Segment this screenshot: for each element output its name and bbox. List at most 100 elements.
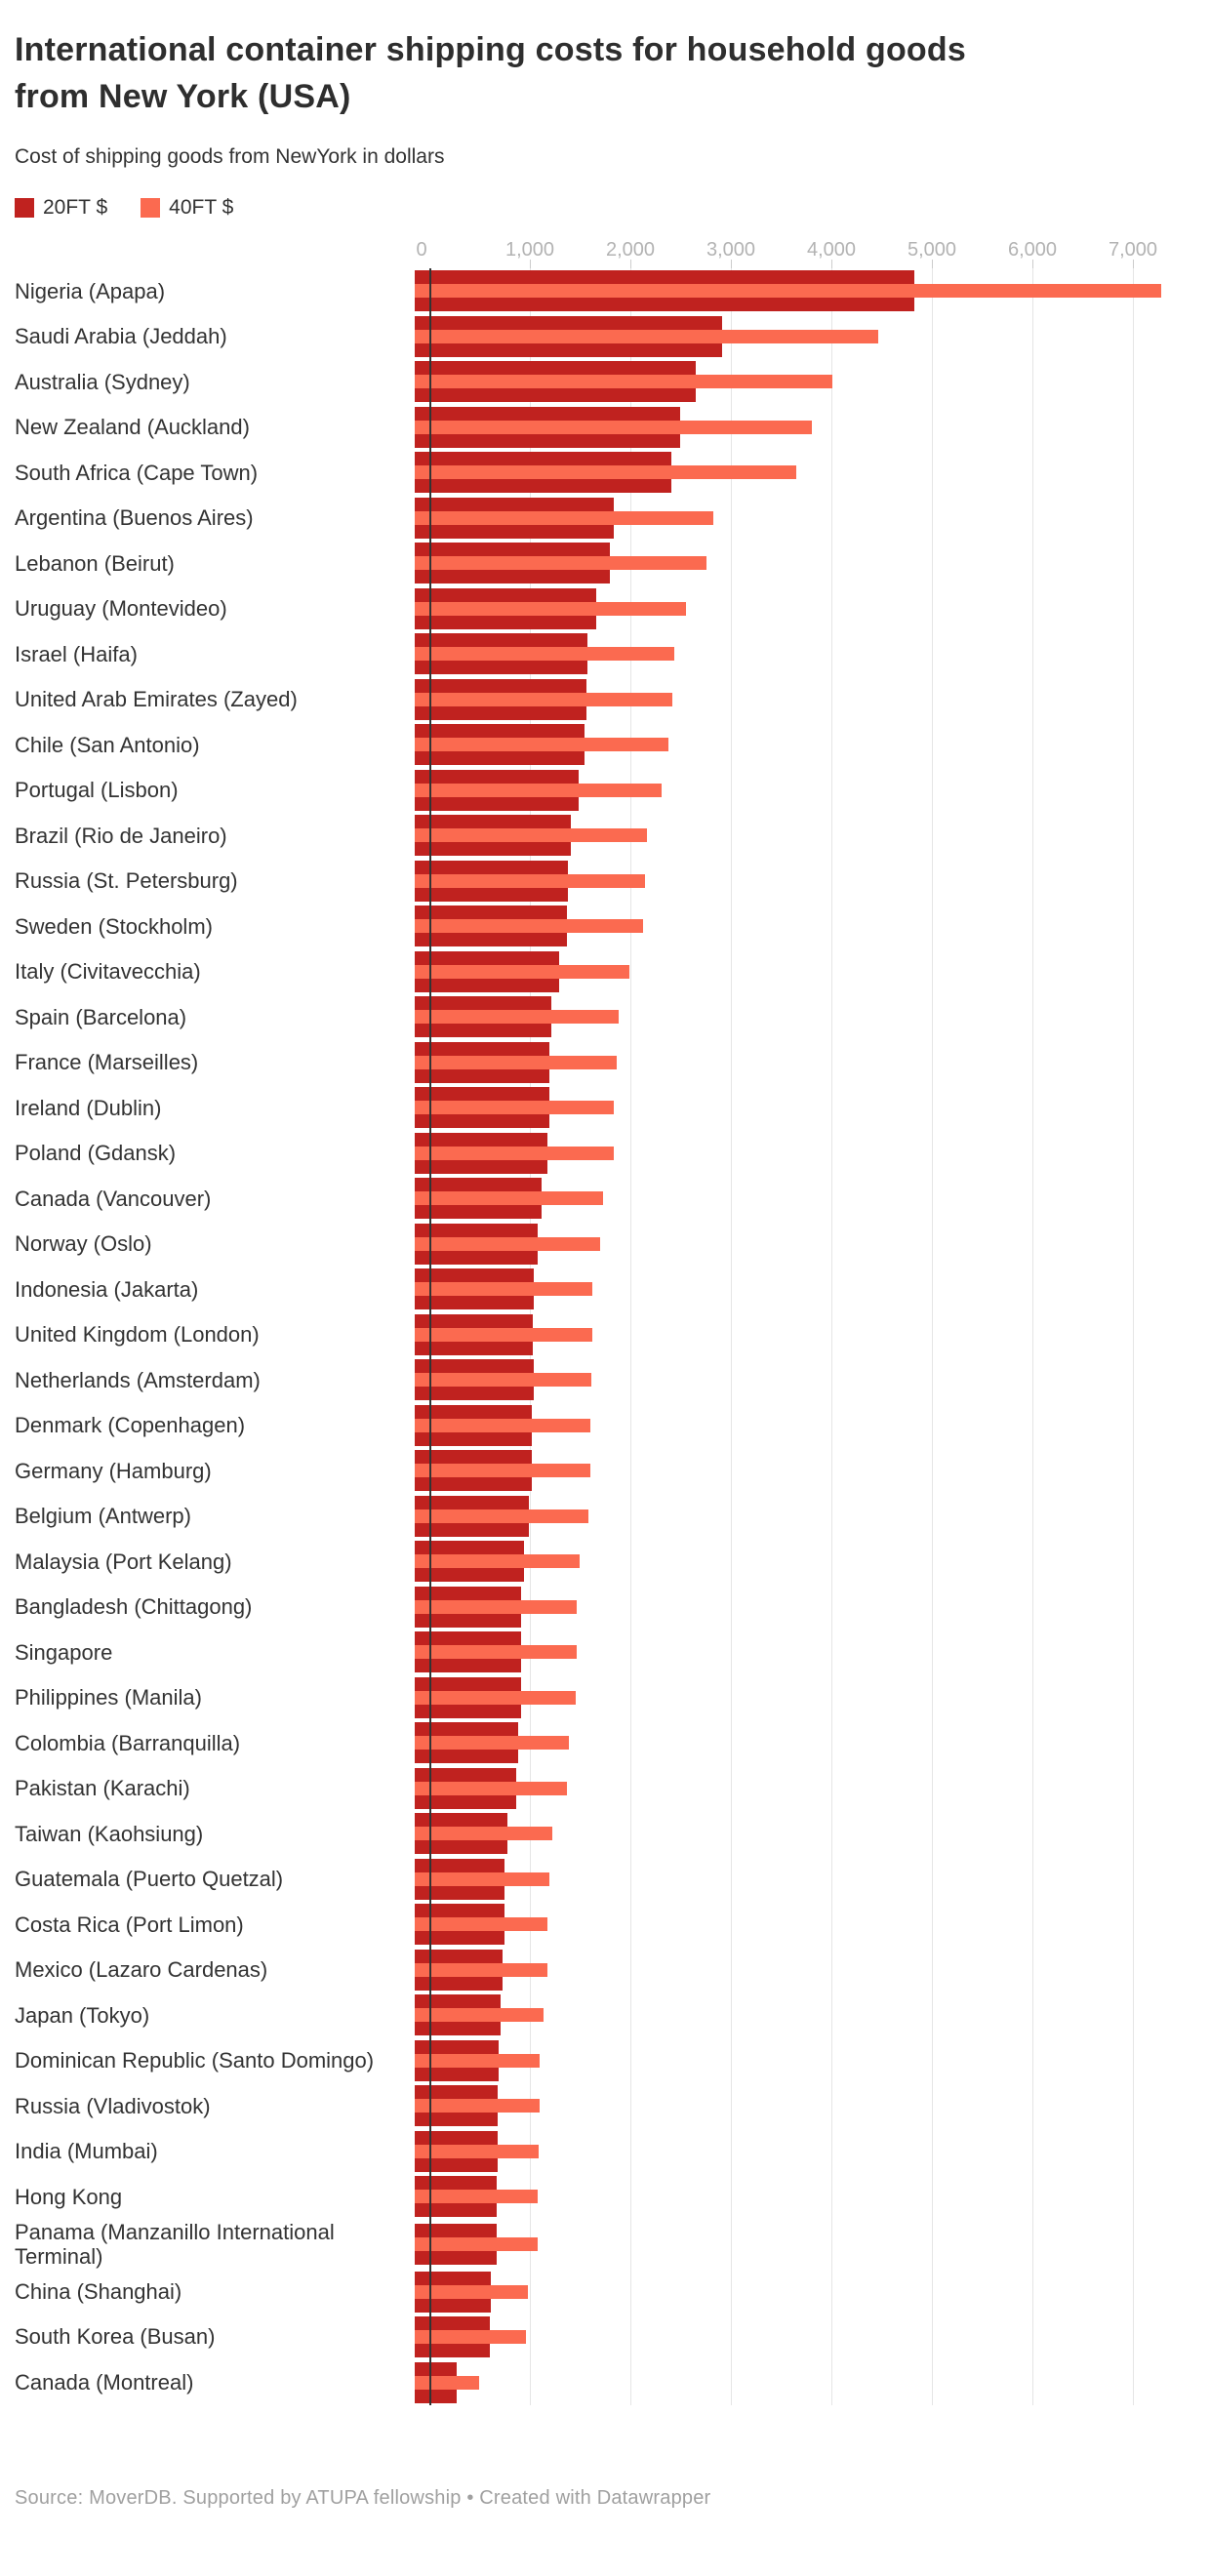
bar-20ft-repeat[interactable]: [415, 933, 567, 947]
bar-40ft[interactable]: [415, 2053, 540, 2068]
bar-40ft[interactable]: [415, 601, 687, 616]
bar-20ft[interactable]: [415, 2271, 492, 2285]
bar-40ft[interactable]: [415, 647, 675, 662]
bar-20ft-repeat[interactable]: [415, 479, 671, 494]
bar-20ft[interactable]: [415, 1813, 507, 1828]
bar-20ft-repeat[interactable]: [415, 1205, 542, 1220]
bar-40ft[interactable]: [415, 1236, 601, 1251]
bar-20ft-repeat[interactable]: [415, 298, 915, 312]
bar-20ft-repeat[interactable]: [415, 796, 579, 811]
bar-20ft-repeat[interactable]: [415, 2203, 497, 2218]
bar-20ft-repeat[interactable]: [415, 1431, 532, 1446]
bar-20ft-repeat[interactable]: [415, 2298, 492, 2313]
bar-20ft[interactable]: [415, 996, 552, 1011]
bar-20ft[interactable]: [415, 1722, 519, 1737]
bar-20ft[interactable]: [415, 1631, 522, 1646]
bar-20ft-repeat[interactable]: [415, 1341, 534, 1355]
bar-40ft[interactable]: [415, 510, 714, 525]
bar-20ft[interactable]: [415, 1178, 542, 1192]
bar-40ft[interactable]: [415, 284, 1161, 299]
bar-40ft[interactable]: [415, 2144, 540, 2158]
bar-20ft-repeat[interactable]: [415, 2250, 497, 2265]
bar-20ft-repeat[interactable]: [415, 570, 611, 584]
bar-40ft[interactable]: [415, 465, 796, 480]
bar-40ft[interactable]: [415, 1055, 617, 1069]
bar-20ft-repeat[interactable]: [415, 1568, 525, 1583]
bar-20ft-repeat[interactable]: [415, 705, 587, 720]
bar-20ft-repeat[interactable]: [415, 1114, 550, 1129]
bar-40ft[interactable]: [415, 1191, 603, 1206]
bar-20ft-repeat[interactable]: [415, 1024, 552, 1038]
bar-20ft-repeat[interactable]: [415, 342, 723, 357]
bar-20ft[interactable]: [415, 1223, 538, 1237]
bar-20ft-repeat[interactable]: [415, 2022, 502, 2036]
bar-40ft[interactable]: [415, 873, 645, 888]
bar-20ft[interactable]: [415, 860, 569, 874]
bar-40ft[interactable]: [415, 1282, 593, 1297]
bar-40ft[interactable]: [415, 1872, 550, 1886]
bar-40ft[interactable]: [415, 1101, 615, 1115]
bar-20ft-repeat[interactable]: [415, 978, 559, 992]
bar-20ft[interactable]: [415, 1767, 517, 1782]
bar-20ft-repeat[interactable]: [415, 1613, 522, 1628]
bar-20ft-repeat[interactable]: [415, 751, 585, 766]
bar-20ft-repeat[interactable]: [415, 1387, 534, 1401]
bar-40ft[interactable]: [415, 420, 812, 434]
bar-20ft[interactable]: [415, 2176, 497, 2191]
bar-20ft-repeat[interactable]: [415, 1477, 532, 1492]
bar-20ft-repeat[interactable]: [415, 842, 572, 857]
bar-40ft[interactable]: [415, 738, 669, 752]
bar-20ft[interactable]: [415, 543, 611, 557]
bar-20ft-repeat[interactable]: [415, 1931, 504, 1946]
bar-20ft-repeat[interactable]: [415, 1704, 521, 1718]
bar-40ft[interactable]: [415, 783, 662, 797]
bar-40ft[interactable]: [415, 2190, 539, 2204]
bar-20ft[interactable]: [415, 633, 588, 648]
bar-20ft-repeat[interactable]: [415, 661, 588, 675]
bar-20ft-repeat[interactable]: [415, 1659, 522, 1673]
bar-40ft[interactable]: [415, 1146, 614, 1160]
bar-20ft[interactable]: [415, 587, 596, 602]
bar-20ft[interactable]: [415, 1676, 521, 1691]
bar-40ft[interactable]: [415, 1917, 547, 1932]
bar-20ft[interactable]: [415, 1313, 534, 1328]
bar-20ft-repeat[interactable]: [415, 1159, 547, 1174]
bar-20ft-repeat[interactable]: [415, 1885, 504, 1900]
bar-20ft[interactable]: [415, 678, 587, 693]
bar-20ft-repeat[interactable]: [415, 2344, 490, 2358]
bar-40ft[interactable]: [415, 1781, 568, 1795]
bar-20ft[interactable]: [415, 2223, 497, 2237]
bar-20ft[interactable]: [415, 2085, 499, 2100]
bar-40ft[interactable]: [415, 329, 878, 343]
bar-20ft-repeat[interactable]: [415, 1068, 550, 1083]
bar-40ft[interactable]: [415, 1373, 592, 1388]
bar-20ft[interactable]: [415, 270, 915, 285]
bar-20ft-repeat[interactable]: [415, 2389, 458, 2403]
bar-40ft[interactable]: [415, 1962, 547, 1977]
bar-40ft[interactable]: [415, 556, 706, 571]
bar-20ft[interactable]: [415, 1994, 502, 2009]
bar-20ft[interactable]: [415, 1404, 532, 1419]
bar-40ft[interactable]: [415, 1418, 591, 1432]
bar-40ft[interactable]: [415, 2236, 538, 2251]
bar-20ft[interactable]: [415, 769, 579, 784]
bar-20ft[interactable]: [415, 1541, 525, 1555]
bar-20ft-repeat[interactable]: [415, 2113, 499, 2127]
bar-20ft[interactable]: [415, 497, 614, 511]
bar-40ft[interactable]: [415, 1464, 591, 1478]
bar-20ft-repeat[interactable]: [415, 388, 697, 403]
bar-20ft[interactable]: [415, 1858, 504, 1872]
bar-40ft[interactable]: [415, 828, 648, 843]
bar-40ft[interactable]: [415, 1554, 580, 1569]
bar-20ft[interactable]: [415, 1268, 534, 1283]
bar-20ft[interactable]: [415, 315, 723, 330]
bar-20ft[interactable]: [415, 361, 697, 376]
bar-40ft[interactable]: [415, 1327, 593, 1342]
bar-20ft[interactable]: [415, 452, 671, 466]
bar-20ft[interactable]: [415, 1949, 503, 1963]
bar-20ft-repeat[interactable]: [415, 1794, 517, 1809]
bar-20ft[interactable]: [415, 1087, 550, 1102]
bar-20ft[interactable]: [415, 1041, 550, 1056]
bar-40ft[interactable]: [415, 375, 833, 389]
bar-40ft[interactable]: [415, 1509, 589, 1523]
